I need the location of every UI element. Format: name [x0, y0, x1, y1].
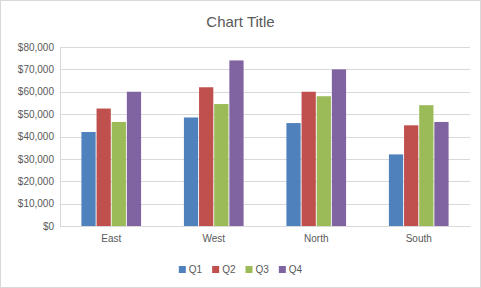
chart-frame [1, 1, 481, 288]
x-tick: North [304, 226, 328, 244]
x-tick: West [202, 226, 225, 244]
y-tick: $60,000 [18, 86, 60, 97]
bars [81, 60, 448, 226]
legend-item: Q2 [212, 264, 236, 275]
y-tick-label: $20,000 [18, 176, 55, 187]
grid-line [60, 226, 470, 227]
x-axis: East West North South [61, 226, 471, 244]
x-tick: South [406, 226, 432, 244]
x-tick-label: South [406, 233, 432, 244]
bar [184, 117, 198, 226]
y-tick: $50,000 [18, 109, 60, 120]
y-tick-label: $0 [43, 221, 55, 232]
y-tick: $70,000 [18, 64, 60, 75]
legend-label: Q2 [222, 264, 236, 275]
y-axis-line [60, 48, 61, 227]
bar [97, 109, 111, 226]
y-tick: $30,000 [18, 154, 60, 165]
grid [60, 48, 470, 227]
bar [112, 122, 126, 226]
legend-swatch [246, 266, 253, 273]
x-axis-line [61, 226, 471, 227]
bar [229, 60, 243, 226]
grid-line [60, 92, 470, 93]
legend-label: Q4 [289, 264, 303, 275]
grid-line [60, 69, 470, 70]
legend-item: Q1 [179, 264, 203, 275]
bar [419, 105, 433, 226]
y-tick-label: $10,000 [18, 198, 55, 209]
bar [302, 92, 316, 226]
legend-label: Q3 [256, 264, 270, 275]
x-tick-label: East [101, 233, 121, 244]
bar [404, 125, 418, 226]
bar [214, 104, 228, 226]
legend-swatch [212, 266, 219, 273]
y-tick: $80,000 [18, 42, 60, 53]
legend-label: Q1 [189, 264, 203, 275]
legend: Q1 Q2 Q3 Q4 [179, 264, 303, 275]
bar [317, 96, 331, 226]
y-tick-label: $30,000 [18, 154, 55, 165]
y-tick-label: $80,000 [18, 42, 55, 53]
bar [434, 122, 448, 226]
y-tick: $20,000 [18, 176, 60, 187]
legend-swatch [279, 266, 286, 273]
y-tick: $0 [43, 221, 60, 232]
legend-item: Q3 [246, 264, 270, 275]
bar [81, 132, 95, 226]
bar [127, 92, 141, 226]
legend-item: Q4 [279, 264, 303, 275]
y-tick-label: $50,000 [18, 109, 55, 120]
bar [332, 69, 346, 226]
x-tick-label: West [202, 233, 225, 244]
legend-swatch [179, 266, 186, 273]
bar [199, 87, 213, 226]
y-tick: $10,000 [18, 198, 60, 209]
bar [286, 123, 300, 226]
y-tick-label: $60,000 [18, 86, 55, 97]
bar [389, 154, 403, 226]
x-tick: East [101, 226, 121, 244]
title: Chart Title [206, 13, 274, 30]
y-axis: $0 $10,000 $20,000 $30,000 $40,000 $50,000 $60… [18, 42, 61, 232]
y-tick-label: $40,000 [18, 131, 55, 142]
chart: Chart Title $0 $10,000 $20,000 $30,000 $40,00… [0, 0, 481, 288]
y-tick: $40,000 [18, 131, 60, 142]
grid-line [60, 47, 470, 48]
y-tick-label: $70,000 [18, 64, 55, 75]
grid-line [60, 114, 470, 115]
x-tick-label: North [304, 233, 328, 244]
